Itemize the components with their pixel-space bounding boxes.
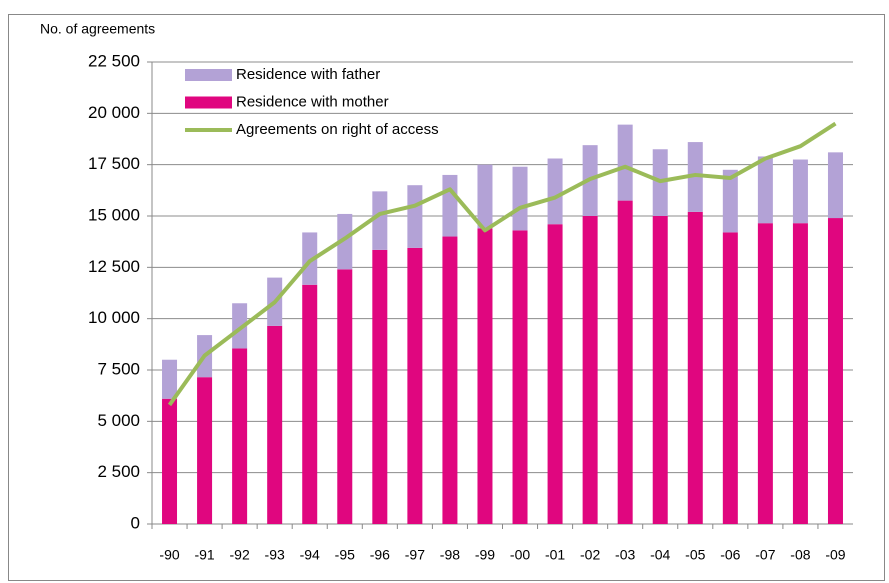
bar-segment bbox=[407, 185, 423, 248]
bar-segment bbox=[232, 303, 248, 349]
bar-segment bbox=[337, 213, 353, 270]
x-tick-label: -06 bbox=[720, 547, 740, 563]
bar-segment bbox=[827, 218, 843, 524]
x-tick-label: -94 bbox=[300, 547, 320, 563]
x-tick-label: -92 bbox=[230, 547, 250, 563]
legend-label: Residence with mother bbox=[236, 93, 389, 110]
x-tick-label: -95 bbox=[335, 547, 355, 563]
bar-segment bbox=[617, 200, 633, 524]
bar-segment bbox=[827, 152, 843, 219]
y-tick-label: 12 500 bbox=[88, 257, 140, 276]
bar-segment bbox=[477, 164, 493, 229]
bar-segment bbox=[512, 230, 528, 524]
x-tick-label: -93 bbox=[265, 547, 285, 563]
bar-segment bbox=[757, 223, 773, 525]
bar-segment bbox=[267, 325, 283, 524]
y-tick-label: 5 000 bbox=[97, 411, 140, 430]
x-tick-label: -97 bbox=[405, 547, 425, 563]
x-tick-label: -91 bbox=[194, 547, 214, 563]
x-tick-label: -04 bbox=[650, 547, 670, 563]
x-tick-label: -90 bbox=[159, 547, 179, 563]
bar-segment bbox=[652, 216, 668, 524]
chart-frame bbox=[8, 14, 885, 581]
bar-segment bbox=[302, 284, 318, 524]
bar-segment bbox=[687, 142, 703, 212]
bar-segment bbox=[372, 249, 388, 524]
bar-segment bbox=[687, 211, 703, 525]
x-tick-label: -08 bbox=[790, 547, 810, 563]
bar-segment bbox=[372, 191, 388, 250]
x-tick-label: -09 bbox=[825, 547, 845, 563]
bar-segment bbox=[162, 359, 178, 399]
legend-label: Residence with father bbox=[236, 66, 380, 83]
bar-segment bbox=[197, 377, 213, 524]
bar-segment bbox=[302, 232, 318, 285]
y-axis-label: No. of agreements bbox=[40, 21, 155, 37]
bar-segment bbox=[792, 223, 808, 525]
bar-segment bbox=[617, 124, 633, 201]
x-tick-label: -00 bbox=[510, 547, 530, 563]
y-tick-label: 20 000 bbox=[88, 103, 140, 122]
legend-label: Agreements on right of access bbox=[236, 121, 439, 138]
y-tick-label: 7 500 bbox=[97, 359, 140, 378]
bar-segment bbox=[757, 156, 773, 224]
bar-segment bbox=[407, 247, 423, 524]
y-tick-label: 10 000 bbox=[88, 308, 140, 327]
x-tick-label: -07 bbox=[755, 547, 775, 563]
y-tick-label: 17 500 bbox=[88, 154, 140, 173]
x-tick-label: -98 bbox=[440, 547, 460, 563]
x-tick-label: -02 bbox=[580, 547, 600, 563]
x-tick-label: -05 bbox=[685, 547, 705, 563]
x-tick-label: -03 bbox=[615, 547, 635, 563]
bar-segment bbox=[792, 159, 808, 224]
bar-segment bbox=[512, 166, 528, 231]
y-tick-label: 2 500 bbox=[97, 462, 140, 481]
x-tick-label: -96 bbox=[370, 547, 390, 563]
x-tick-label: -99 bbox=[475, 547, 495, 563]
y-tick-label: 15 000 bbox=[88, 205, 140, 224]
bar-segment bbox=[162, 398, 178, 524]
bar-segment bbox=[337, 269, 353, 524]
bar-segment bbox=[582, 216, 598, 524]
y-tick-label: 22 500 bbox=[88, 51, 140, 70]
bar-segment bbox=[232, 348, 248, 524]
bar-segment bbox=[547, 158, 563, 225]
line-series bbox=[167, 121, 837, 407]
bar-segment bbox=[722, 169, 738, 233]
legend-swatch bbox=[185, 96, 232, 109]
bar-segment bbox=[722, 232, 738, 524]
bar-segment bbox=[477, 228, 493, 524]
bar-segment bbox=[442, 174, 458, 237]
bar-segment bbox=[547, 224, 563, 525]
legend-swatch bbox=[185, 69, 232, 81]
y-tick-label: 0 bbox=[131, 513, 140, 532]
x-tick-label: -01 bbox=[545, 547, 565, 563]
bar-segment bbox=[442, 236, 458, 525]
